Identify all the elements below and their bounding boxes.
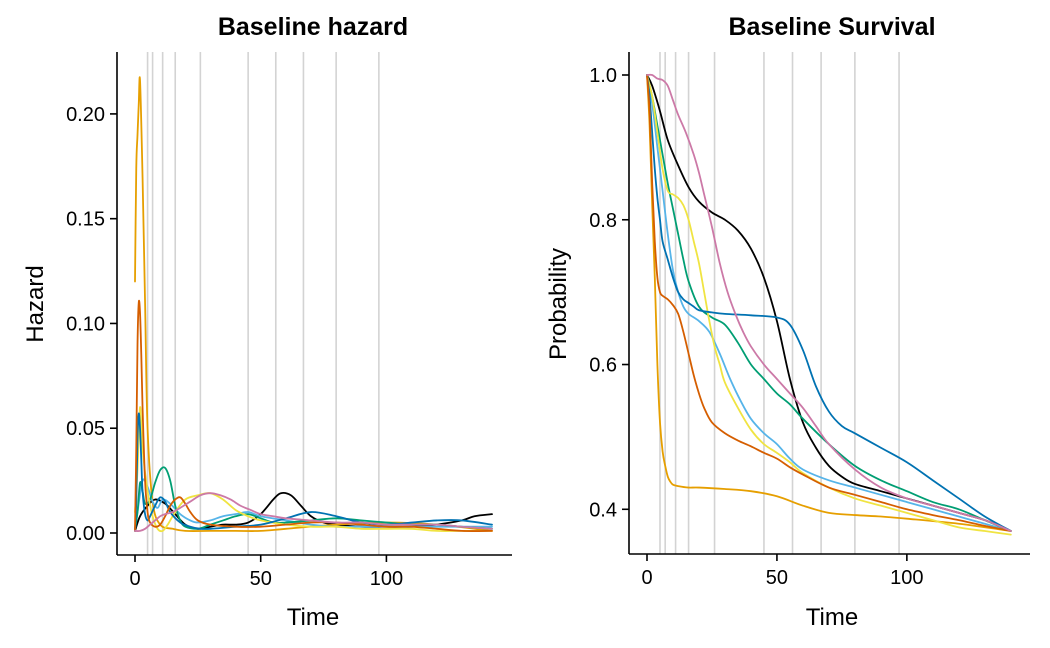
hazard-x-tick-label: 0 [129,568,140,590]
survival-y-tick-label: 1.0 [589,65,617,87]
hazard-y-tick-label: 0.00 [66,523,105,545]
hazard-curves [134,76,493,533]
survival-series-line-green [646,74,1012,532]
hazard-y-tick-label: 0.20 [66,104,105,126]
survival-x-tick-label: 50 [766,567,788,589]
survival-y-axis-label: Probability [545,248,572,360]
survival-series-line-yellow [646,74,1012,536]
survival-y-tick-label: 0.8 [589,210,617,232]
survival-title: Baseline Survival [728,13,935,41]
hazard-y-tick-label: 0.10 [66,313,105,335]
survival-series-line-blue [646,74,1012,532]
survival-reference-lines [659,52,900,554]
survival-series-line-skyblue [646,74,1012,532]
survival-x-tick-label: 100 [890,567,923,589]
hazard-series-line-purple [134,492,493,532]
survival-y-tick-label: 0.4 [589,499,617,521]
survival-x-tick-label: 0 [641,567,652,589]
hazard-title: Baseline hazard [218,13,408,41]
survival-curves [646,73,1012,536]
hazard-series-line-blue [134,412,493,532]
survival-series-line-orange [646,74,1012,532]
hazard-series-line-orange [134,76,493,532]
survival-series-line-vermillion [646,74,1012,532]
hazard-y-tick-label: 0.05 [66,418,105,440]
survival-panel: Baseline Survival Time Probability 0 50 10… [545,13,1030,631]
hazard-x-tick-label: 50 [250,568,272,590]
survival-series-line-purple [646,73,1012,532]
hazard-panel: Baseline hazard Time Hazard 0 50 100 0.00 0.… [22,13,512,631]
survival-y-tick-label: 0.6 [589,355,617,377]
hazard-series-line-vermillion [134,299,493,532]
hazard-reference-lines [146,52,380,555]
hazard-y-axis-label: Hazard [22,265,49,342]
hazard-series-line-yellow [134,406,493,533]
hazard-y-tick-label: 0.15 [66,209,105,231]
hazard-x-axis-label: Time [287,604,339,631]
survival-x-axis-label: Time [806,604,858,631]
hazard-x-tick-label: 100 [370,568,403,590]
survival-series-line-black [646,74,1012,532]
